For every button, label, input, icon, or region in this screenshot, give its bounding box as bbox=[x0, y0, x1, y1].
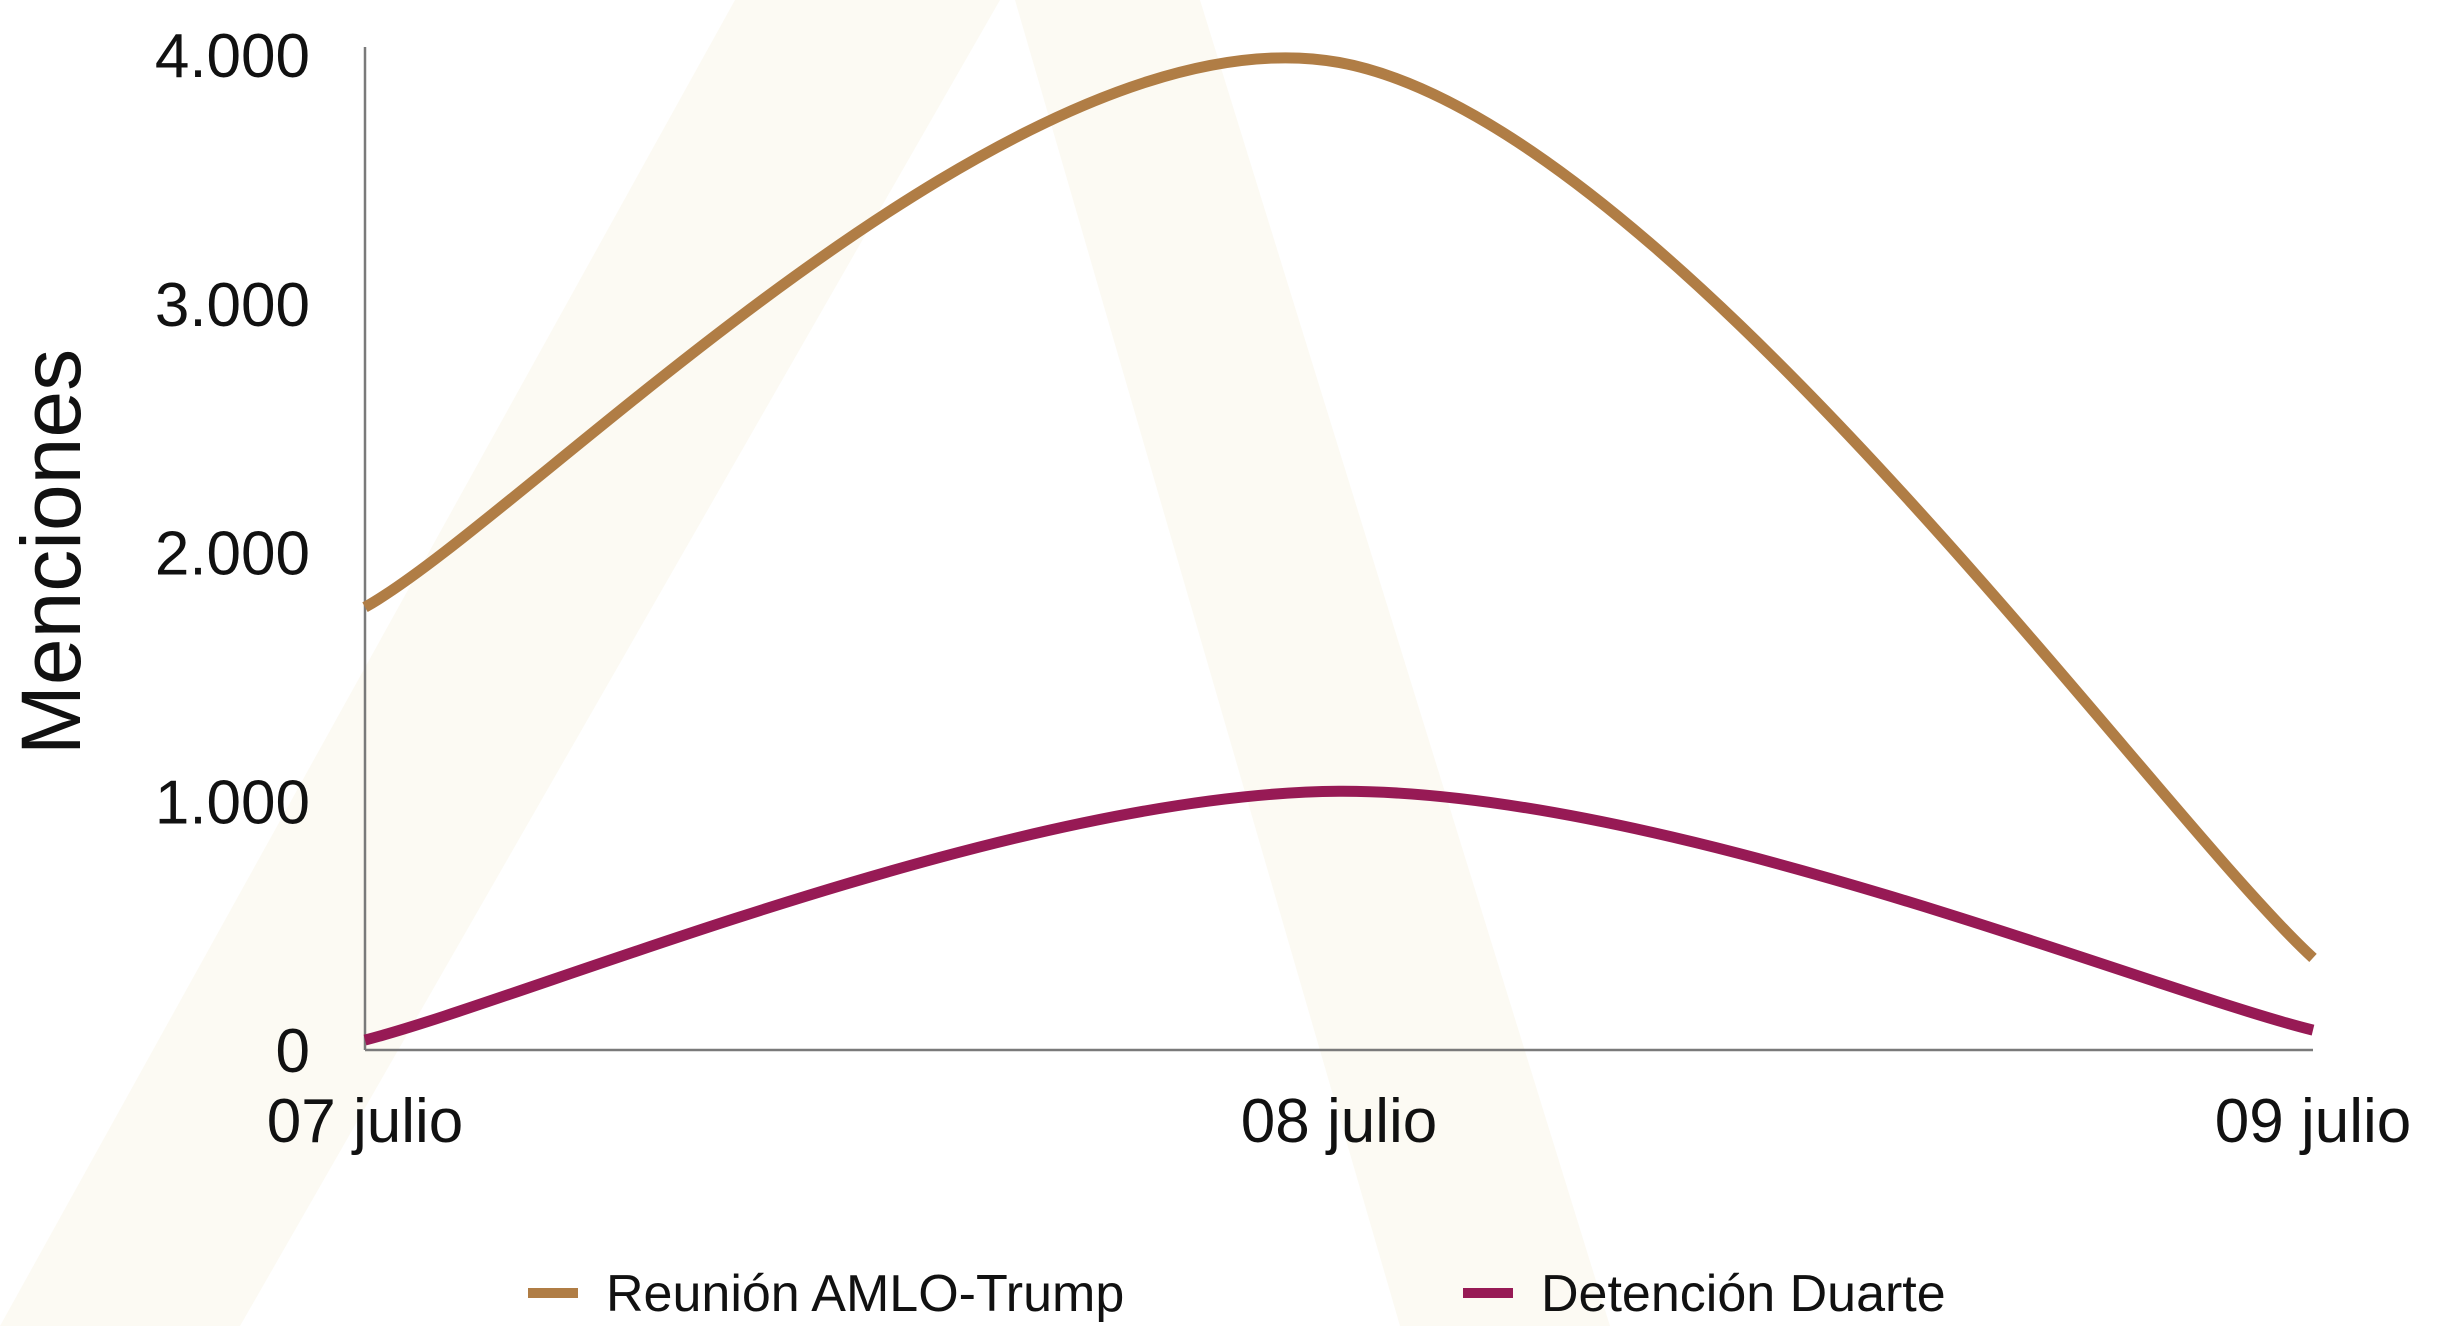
y-tick-label: 4.000 bbox=[155, 22, 310, 91]
y-axis-ticks: 0 1.000 2.000 3.000 4.000 bbox=[155, 22, 310, 1086]
legend: Reunión AMLO-Trump Detención Duarte bbox=[528, 1265, 1946, 1323]
y-tick-label: 0 bbox=[276, 1017, 310, 1086]
y-tick-label: 3.000 bbox=[155, 271, 310, 340]
y-tick-label: 2.000 bbox=[155, 520, 310, 589]
y-axis-title: Menciones bbox=[4, 349, 98, 755]
legend-label-1: Reunión AMLO-Trump bbox=[606, 1265, 1124, 1323]
watermark-shape bbox=[0, 0, 1610, 1326]
series-lines bbox=[362, 52, 2317, 1046]
x-tick-label: 08 julio bbox=[1241, 1087, 1437, 1156]
x-tick-label: 07 julio bbox=[267, 1087, 463, 1156]
legend-label-2: Detención Duarte bbox=[1541, 1265, 1946, 1323]
series-line-2 bbox=[363, 785, 2315, 1046]
x-axis-ticks: 07 julio 08 julio 09 julio bbox=[267, 1087, 2411, 1156]
chart-axes bbox=[363, 47, 2313, 1052]
background-watermark bbox=[0, 0, 1610, 1326]
x-tick-label: 09 julio bbox=[2215, 1087, 2411, 1156]
y-tick-label: 1.000 bbox=[155, 768, 310, 837]
series-line-1 bbox=[362, 52, 2317, 963]
